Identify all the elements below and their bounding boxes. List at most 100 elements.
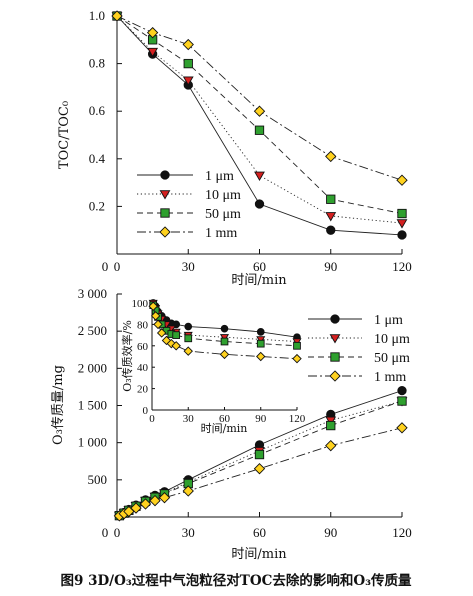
x-tick-label: 60 [253,259,266,274]
x-axis-label: 时间/min [201,422,248,435]
data-point [254,171,265,181]
y-tick-label: 0.4 [89,151,106,166]
x-tick-label: 30 [182,259,195,274]
legend: 1 μm 10 μm 50 μm 1 mm [137,169,241,241]
data-point [325,150,337,163]
legend: 1 μm 10 μm 50 μm 1 mm [308,313,410,385]
y-tick-label: 3 000 [78,286,107,301]
data-point [325,212,337,222]
data-point [111,10,123,22]
data-point [254,125,265,135]
data-point [150,311,161,321]
legend-marker [329,370,341,382]
y-tick-label: 0.6 [89,103,106,118]
x-tick-label: 30 [183,413,195,425]
x-tick-label: 0 [149,413,155,425]
series-1-um [112,11,407,240]
legend-label: 1 mm [205,226,237,241]
y-tick-label: 0 [143,405,149,417]
data-point [254,449,265,460]
legend-item-1-mm: 1 mm [137,226,237,241]
data-point [156,328,167,338]
legend-item-1-um: 1 μm [137,169,234,184]
data-point [139,498,152,510]
data-point [253,105,266,117]
x-tick-label: 0 [114,259,121,274]
data-point [183,58,193,69]
data-point [171,341,181,351]
legend-label: 50 μm [374,351,410,366]
data-point [182,485,194,497]
data-point [182,38,194,51]
data-point [396,174,408,186]
data-point [148,301,158,311]
data-point [172,331,181,339]
y-axis-label: O₃传质量/mg [51,365,66,445]
o3-transfer-efficiency-inset-chart: 0 30 60 90 120 0 20 40 60 80 100 时间/min O₃传质效率/% [120,298,306,435]
data-point [397,208,407,219]
x-axis-label: 时间/min [231,547,287,562]
series-line [116,15,403,236]
data-point [146,26,159,39]
data-point [397,396,407,406]
legend-marker [330,352,340,362]
x-tick-label: 0 [114,525,121,540]
y-tick-label: 40 [137,362,149,374]
data-point [325,439,337,452]
x-axis-label: 时间/min [231,273,287,288]
y-tick-label: 2 000 [78,360,107,375]
toc-removal-chart: 0 30 60 90 120 0.2 0.4 0.6 0.8 1.0 0 时间/min TOC/TOC₀… [57,8,412,288]
series-line [116,15,403,181]
legend-marker [329,334,341,344]
data-point [256,328,265,336]
origin-tick-label: 0 [102,259,109,274]
y-tick-label: 0.8 [89,56,105,71]
legend-item-50-um: 50 μm [137,207,241,222]
figure-caption: 图9 3D/O₃过程中气泡粒径对TOC去除的影响和O₃传质量 [60,572,412,589]
data-point [153,319,163,330]
legend-label: 1 mm [374,370,406,385]
data-point [184,334,193,343]
data-point [397,230,407,240]
data-point [256,339,265,348]
o3-mass-transfer-chart: 0 30 60 90 120 500 1 000 1 500 2 000 2 500 3 000 0 时… [51,286,412,562]
data-point [254,199,265,209]
x-tick-label: 120 [289,413,306,425]
data-point [182,76,194,86]
legend-label: 10 μm [205,188,241,203]
series-1-mm [111,10,408,186]
data-point [397,385,407,396]
y-tick-label: 1 000 [78,435,107,450]
data-point [256,351,266,362]
data-point [293,341,301,350]
x-tick-label: 30 [182,525,195,540]
y-tick-label: 0.2 [89,198,105,213]
x-tick-label: 90 [255,413,267,425]
y-tick-label: 100 [132,298,149,310]
legend-label: 10 μm [374,332,410,347]
data-point [292,353,302,364]
data-point [184,322,193,331]
x-tick-label: 120 [392,259,412,274]
y-tick-label: 1.0 [89,8,105,23]
y-tick-label: 2 500 [78,323,107,338]
data-point [147,47,159,58]
legend-label: 50 μm [205,207,241,222]
y-tick-label: 500 [88,472,108,487]
legend-label: 1 μm [374,313,403,328]
y-tick-label: 20 [137,384,149,396]
series-line [116,15,403,214]
x-tick-label: 120 [392,525,412,540]
y-tick-label: 80 [137,319,149,331]
series-line [116,15,403,224]
legend-item-10-um: 10 μm [137,188,241,203]
data-point [183,346,193,356]
legend-item-1-um: 1 μm [308,313,403,328]
data-point [326,194,336,204]
legend-item-50-um: 50 μm [308,351,410,366]
y-axis-label: O₃传质效率/% [120,320,134,392]
data-point [326,420,336,431]
series-1-mm [148,301,302,364]
legend-marker [159,226,171,238]
